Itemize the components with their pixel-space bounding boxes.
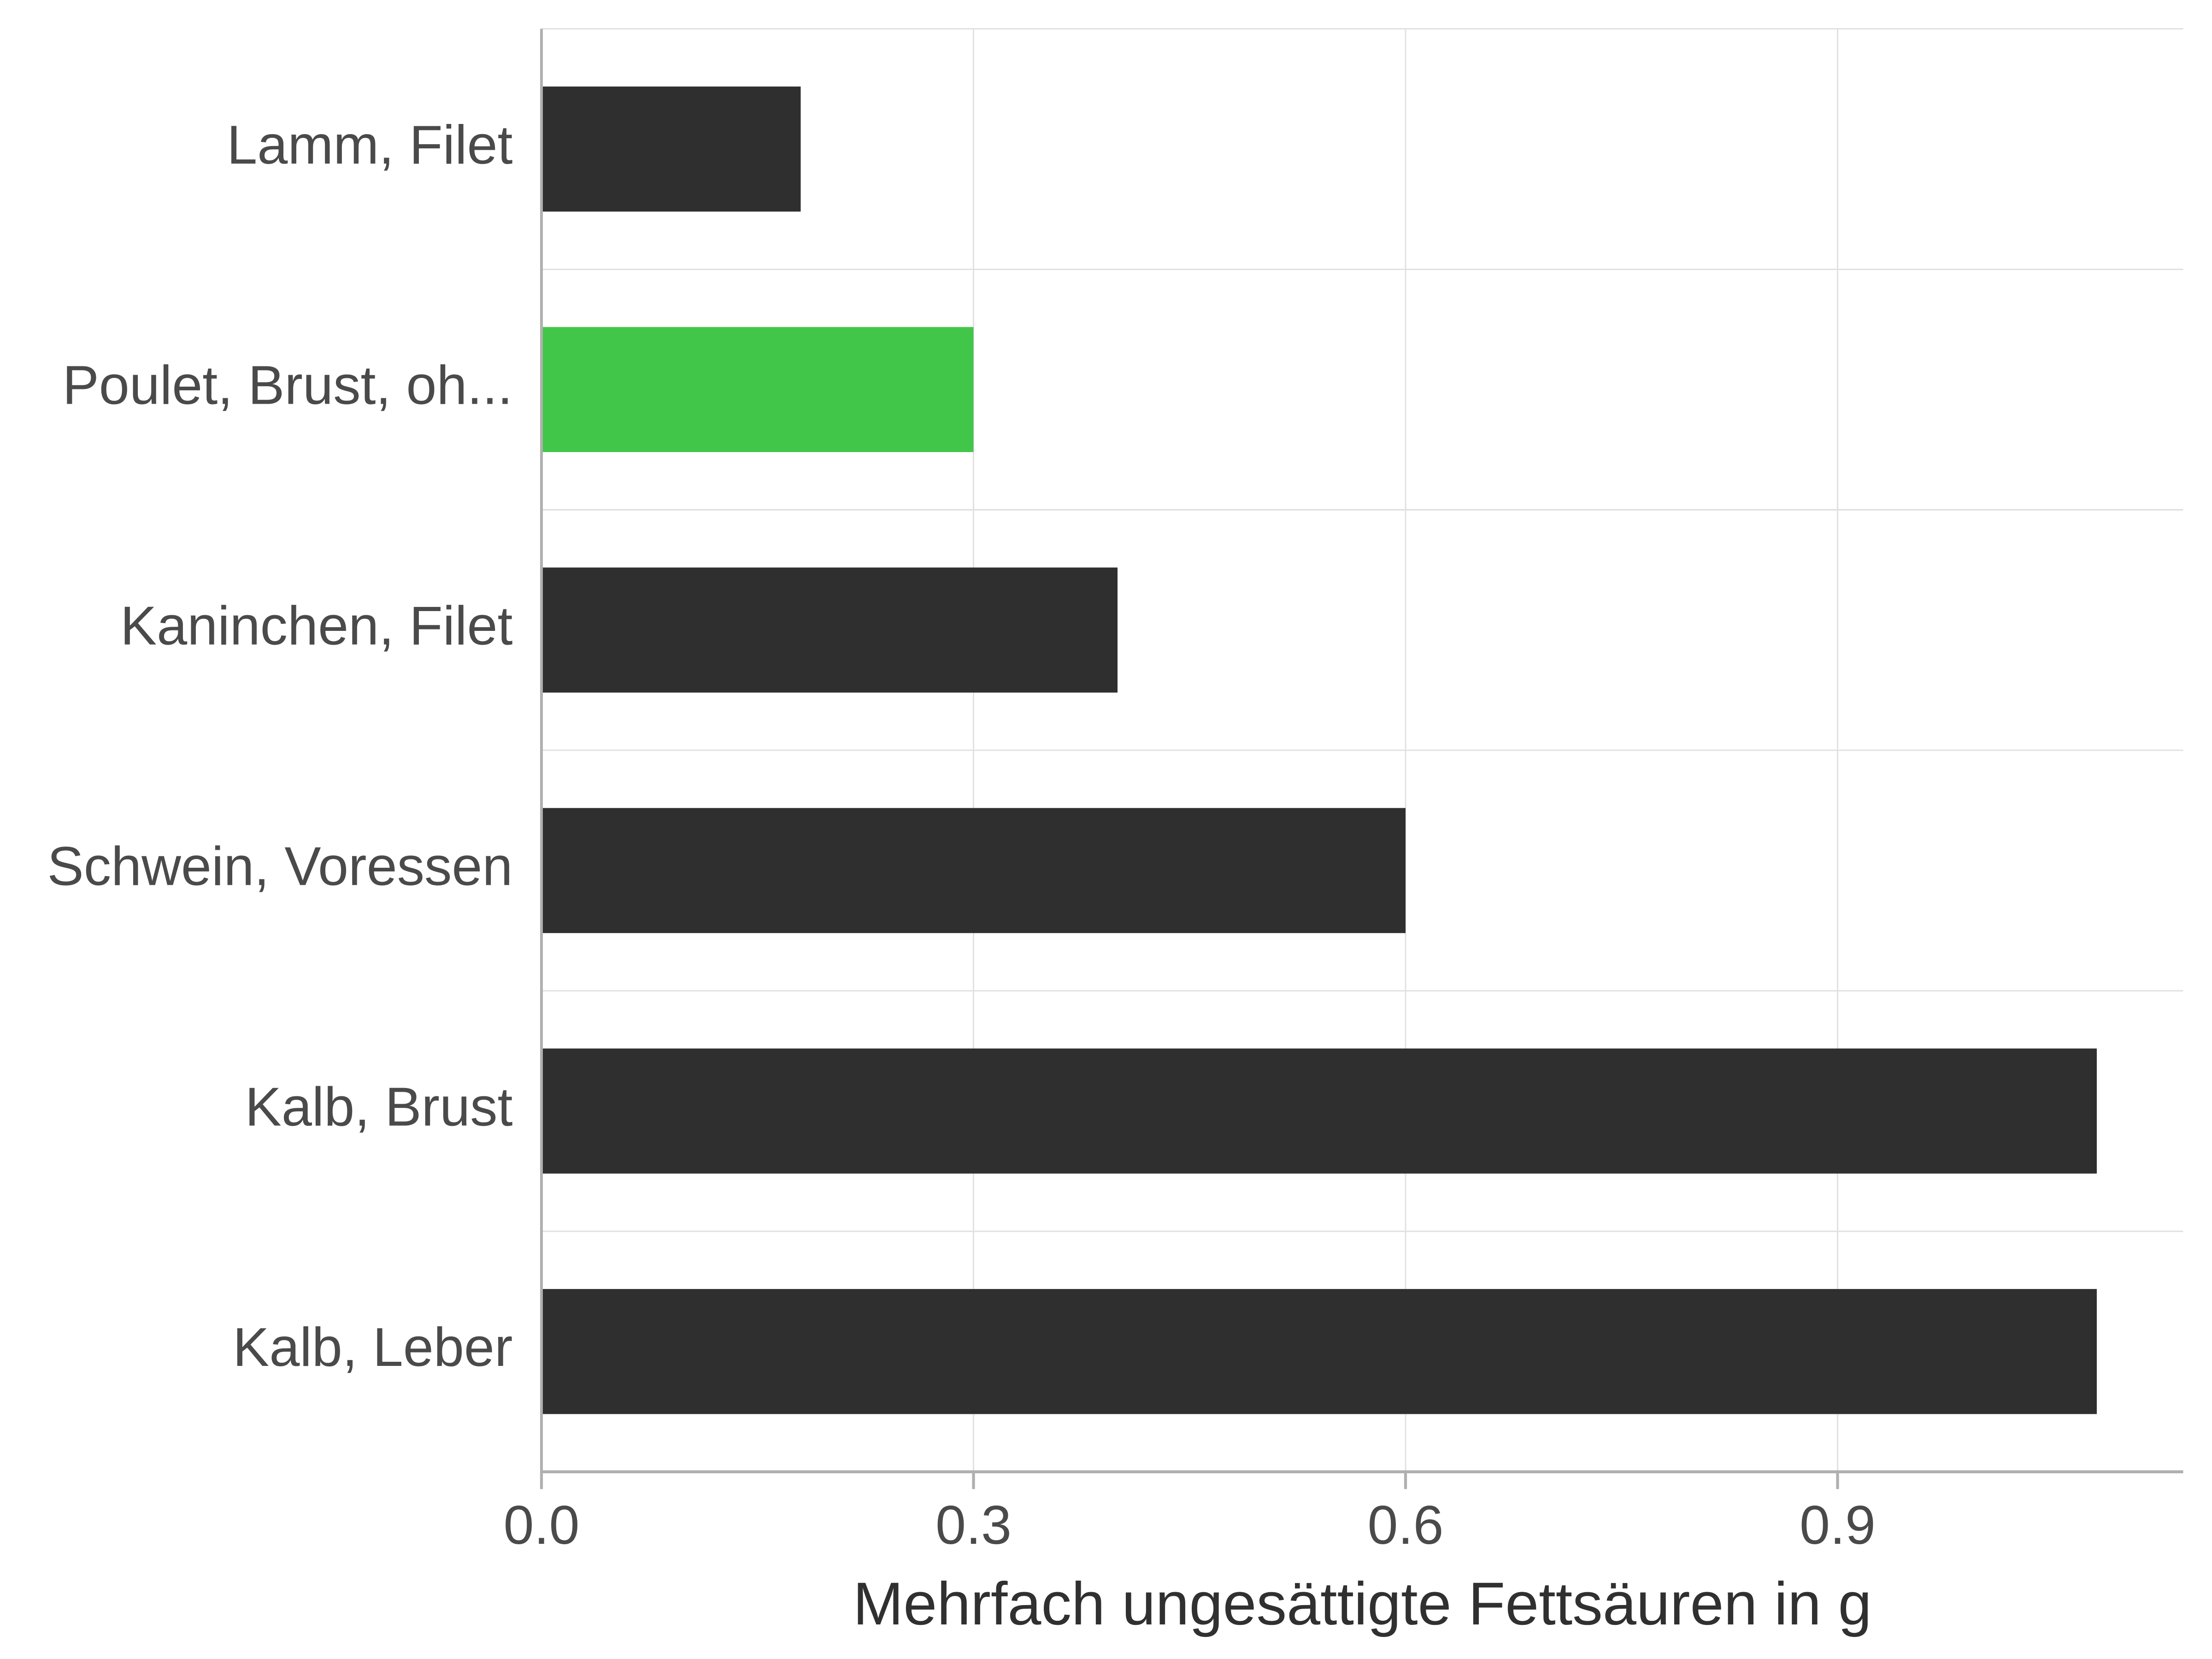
- bar: [541, 1289, 2097, 1414]
- chart-container: Lamm, Filet Poulet, Brust, oh... Kaninchen…: [0, 0, 2212, 1659]
- y-axis-label: Kaninchen, Filet: [120, 595, 513, 657]
- bar: [541, 568, 1118, 693]
- y-axis-label: Kalb, Brust: [245, 1076, 513, 1137]
- y-axis-label: Schwein, Voressen: [47, 835, 513, 897]
- x-axis-tick-label: 0.6: [1367, 1494, 1443, 1556]
- y-axis-label: Lamm, Filet: [227, 114, 512, 176]
- bar: [541, 808, 1406, 933]
- y-axis-label: Kalb, Leber: [233, 1317, 512, 1378]
- bar: [541, 1048, 2097, 1173]
- x-axis-tick-label: 0.3: [935, 1494, 1012, 1556]
- x-axis-tick-label: 0.0: [503, 1494, 579, 1556]
- bar-chart: Lamm, Filet Poulet, Brust, oh... Kaninchen…: [0, 0, 2212, 1659]
- bar: [541, 327, 974, 452]
- bar: [541, 87, 801, 212]
- x-axis-tick-label: 0.9: [1800, 1494, 1876, 1556]
- y-axis-label: Poulet, Brust, oh...: [63, 355, 513, 416]
- x-axis-title: Mehrfach ungesättigte Fettsäuren in g: [853, 1570, 1872, 1637]
